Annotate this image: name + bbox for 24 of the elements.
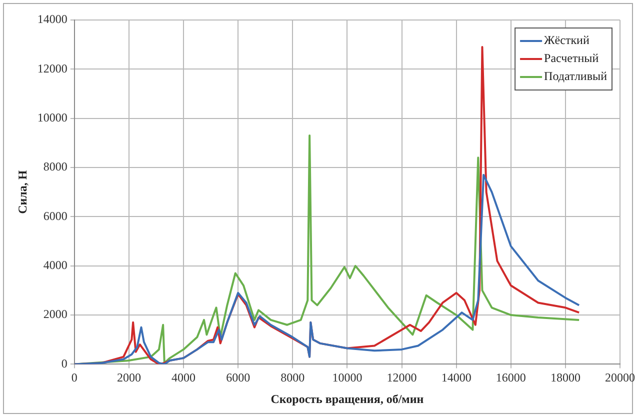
x-tick-label: 6000 (226, 370, 250, 385)
x-tick-label: 2000 (116, 370, 141, 385)
y-tick-label: 10000 (37, 110, 68, 124)
legend-label: Расчетный (544, 51, 600, 66)
x-tick-label: 0 (71, 370, 78, 385)
legend-label: Податливый (544, 69, 608, 84)
y-axis-title: Сила, Н (15, 170, 30, 214)
y-tick-label: 4000 (43, 258, 68, 272)
x-tick-label: 18000 (550, 370, 580, 385)
y-tick-label: 0 (61, 356, 68, 370)
x-axis-title: Скорость вращения, об/мин (270, 392, 424, 406)
x-tick-label: 12000 (386, 370, 417, 385)
y-tick-label: 14000 (37, 12, 68, 26)
y-tick-label: 8000 (43, 160, 68, 174)
x-tick-label: 8000 (280, 370, 305, 385)
legend-label: Жёсткий (544, 33, 590, 48)
x-tick-label: 10000 (332, 370, 362, 385)
x-tick-label: 16000 (496, 370, 526, 385)
y-tick-label: 12000 (37, 61, 68, 76)
x-tick-label: 14000 (441, 370, 472, 385)
x-tick-label: 20000 (605, 370, 635, 385)
y-tick-label: 2000 (43, 307, 68, 322)
y-tick-label: 6000 (43, 208, 68, 223)
x-tick-label: 4000 (172, 370, 196, 385)
